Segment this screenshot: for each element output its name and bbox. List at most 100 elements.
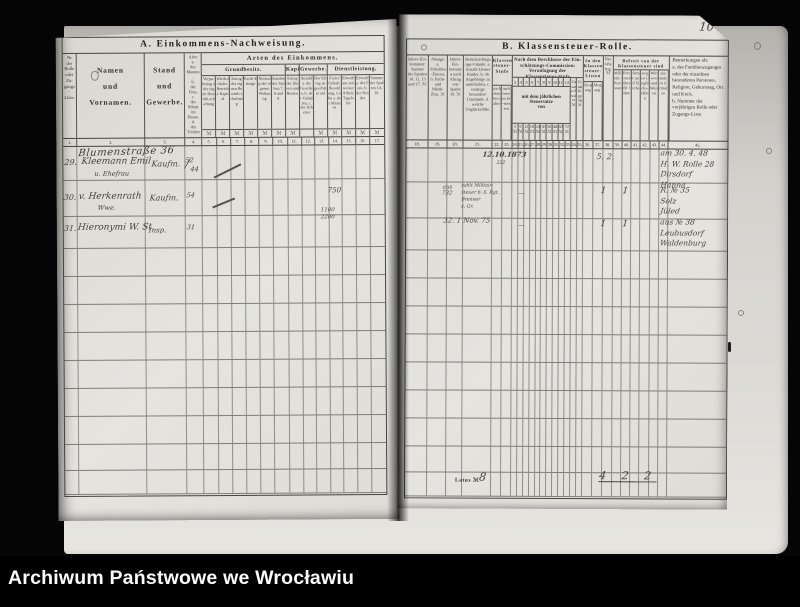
left-page-title: A. Einkommens-Nachweisung.	[63, 36, 384, 54]
grid-cell	[613, 219, 622, 250]
grid-cell	[331, 443, 345, 468]
grid-cell	[501, 363, 511, 390]
column-number: 19.	[429, 140, 448, 147]
grid-cell	[275, 304, 289, 331]
grid-cell	[65, 471, 79, 494]
currency-mark: ℳ	[374, 130, 380, 137]
group-gewerbe: Gewerbe.	[300, 64, 328, 74]
grid-cell	[261, 388, 275, 415]
grid-cell	[658, 447, 667, 472]
grid-cell	[316, 179, 330, 214]
column-header-19-text: Abzüge: a. Schulden-Zinsen, b. Pacht- un…	[430, 56, 446, 97]
grid-cell	[463, 251, 492, 278]
grid-cell	[650, 183, 659, 218]
grid-cell	[463, 279, 492, 306]
grid-row	[406, 148, 727, 183]
grid-cell	[649, 307, 658, 334]
grid-cell	[316, 275, 330, 302]
grid-cell	[583, 219, 593, 250]
listen-subcolumns: Zu-gang Ab-gang	[583, 82, 602, 140]
grid-cell	[358, 443, 372, 468]
grid-cell	[631, 219, 640, 250]
grid-cell	[187, 332, 204, 359]
grid-cell	[427, 472, 446, 495]
grid-cell	[630, 419, 639, 446]
paper-speck	[766, 148, 772, 154]
grid-cell	[658, 363, 667, 390]
paper-speck	[91, 71, 99, 81]
grid-cell	[316, 247, 330, 274]
grid-cell	[247, 388, 261, 415]
column-header-rolle-nr: № der Rolle oder Zu- gangs- Liste.	[63, 54, 78, 138]
grid-cell	[331, 415, 345, 442]
grid-cell	[232, 332, 246, 359]
grid-cell	[203, 304, 217, 331]
currency-mark: ℳ	[244, 130, 258, 137]
grid-cell	[187, 444, 204, 469]
grid-cell	[491, 391, 501, 418]
grid-row	[406, 306, 727, 335]
grid-cell	[602, 391, 612, 418]
grid-cell	[593, 149, 603, 182]
klassensteuer-rolle-table: B. Klassensteuer-Rolle. Jahres-Ein-komme…	[404, 38, 729, 499]
grid-cell	[621, 391, 630, 418]
column-number: 16.	[356, 137, 370, 144]
grid-cell	[639, 473, 648, 496]
grid-cell	[613, 183, 622, 218]
grid-cell	[612, 251, 621, 278]
grid-cell	[371, 215, 385, 246]
grid-row	[405, 390, 726, 419]
subcolumn-header: Der Ertrag ist geschätzt auf	[314, 75, 328, 128]
grid-cell	[502, 335, 512, 362]
grid-cell	[357, 247, 371, 274]
grid-row	[64, 331, 385, 361]
grid-cell	[344, 387, 358, 414]
grid-row	[64, 247, 385, 277]
column-header-38-text: Rest-Betrag ℳ	[604, 56, 612, 76]
column-number: 23.	[502, 141, 512, 148]
grid-cell	[502, 307, 512, 334]
subcolumn-header: Summe der Spalten 14–16.	[369, 75, 384, 95]
grid-cell	[592, 473, 602, 496]
column-header-stand: Stand und Gewerbe.	[145, 53, 186, 137]
grid-cell	[583, 149, 593, 182]
column-number: 13.	[315, 137, 329, 144]
grid-cell	[502, 183, 512, 218]
grid-cell	[502, 251, 512, 278]
grid-cell	[146, 180, 186, 215]
column-number: 22.	[492, 141, 502, 148]
grid-cell	[669, 183, 727, 218]
grid-cell	[260, 248, 274, 275]
column-number: 15.	[343, 137, 357, 144]
column-header-namen: Namen und Vornamen.	[77, 54, 146, 138]
grid-cell	[631, 251, 640, 278]
grid-cell	[187, 416, 204, 443]
grid-cell	[463, 363, 492, 390]
grid-cell	[358, 359, 372, 386]
stufe-number-row: 3 4 5 6 7 8 9 10 11 12	[513, 78, 570, 87]
left-table-body	[63, 145, 386, 495]
grid-row	[63, 179, 384, 217]
grid-cell	[405, 472, 427, 495]
left-table-header: № der Rolle oder Zu- gangs- Liste. Namen…	[63, 52, 385, 139]
grid-cell	[274, 216, 288, 247]
grid-cell	[79, 444, 147, 469]
grid-cell	[668, 219, 726, 250]
arten-header: Arten des Einkommens.	[202, 52, 384, 65]
grid-cell	[622, 279, 631, 306]
grid-cell	[372, 359, 386, 386]
subcolumn-header: Pacht-Erträge	[244, 76, 258, 129]
grid-cell	[343, 179, 357, 214]
grid-cell	[275, 444, 289, 469]
column-number: 39.	[613, 141, 622, 148]
grid-cell	[668, 363, 726, 390]
commission-left: 3 4 5 6 7 8 9 10 11 12 mit dem jährlichen Steuers…	[512, 78, 571, 140]
grid-cell	[649, 363, 658, 390]
right-page: B. Klassensteuer-Rolle. Jahres-Ein-komme…	[397, 14, 729, 509]
commission-right: Zusatz-Steuer ℳ Ermäßi-gung ℳ	[571, 78, 583, 140]
grid-cell	[275, 388, 289, 415]
grid-cell	[146, 216, 186, 247]
grid-cell	[186, 216, 203, 247]
grid-cell	[343, 275, 357, 302]
grid-cell	[231, 216, 245, 247]
